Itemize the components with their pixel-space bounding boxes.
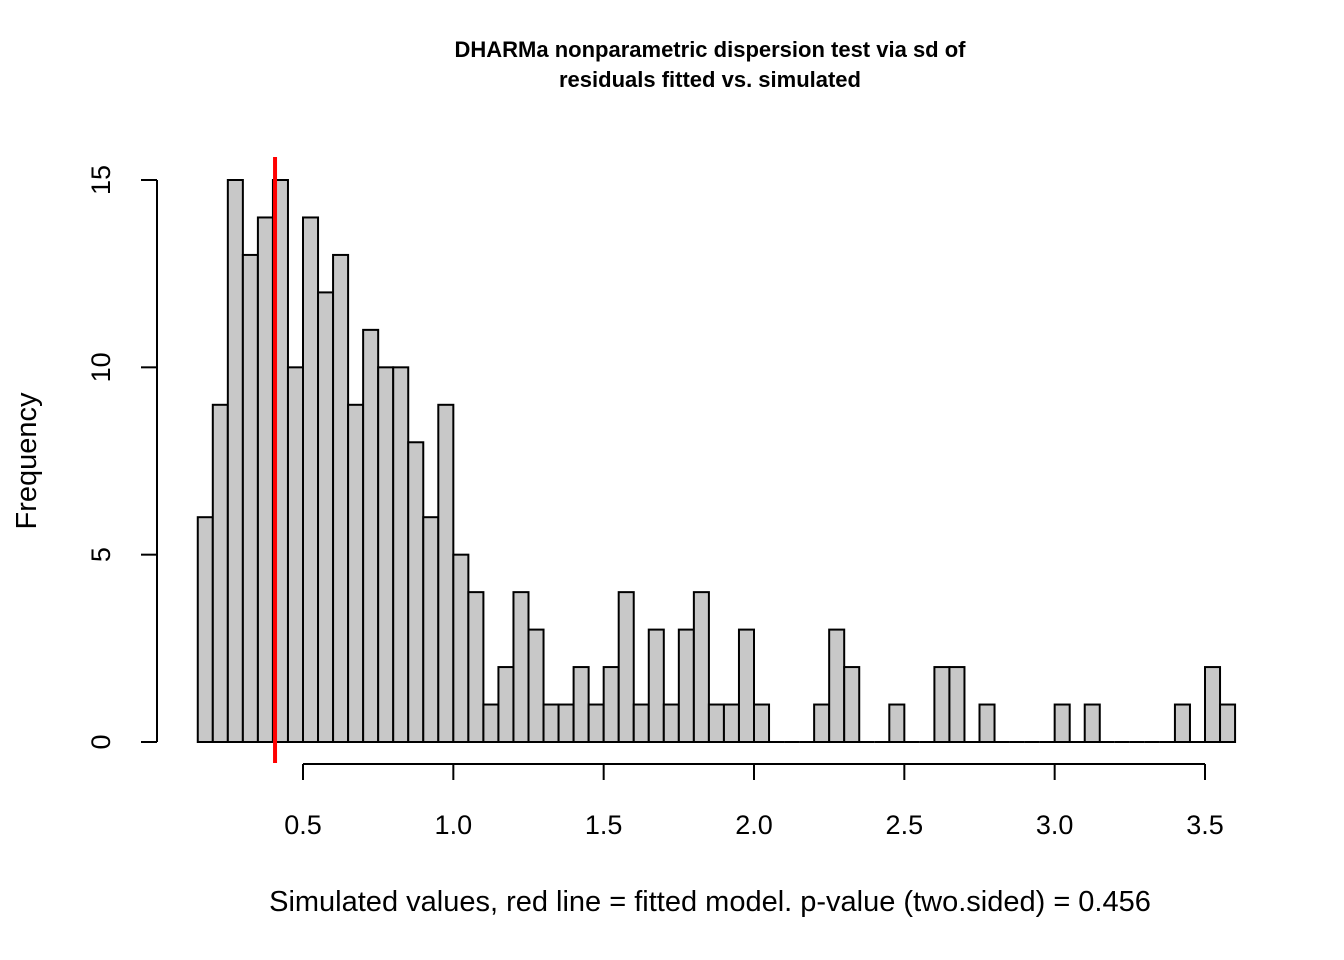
histogram-bar: [753, 703, 771, 743]
histogram-bar: [933, 666, 951, 743]
histogram-bar: [647, 628, 665, 743]
histogram-bar: [347, 403, 365, 743]
histogram-bar: [617, 591, 635, 744]
histogram-bar: [226, 179, 244, 743]
histogram-bar: [1083, 703, 1101, 743]
histogram-bar: [241, 253, 259, 744]
histogram-bar: [332, 253, 350, 744]
y-axis: 0 5 10 15: [86, 165, 158, 750]
x-tick-label: 1.0: [435, 810, 473, 840]
y-tick-label: 0: [86, 734, 116, 749]
histogram-bar: [302, 216, 320, 743]
histogram-bar: [1053, 703, 1071, 743]
histogram-bar: [437, 403, 455, 743]
y-tick-label: 5: [86, 547, 116, 562]
histogram-bar: [482, 703, 500, 743]
histogram-bar: [317, 291, 335, 743]
histogram-bar: [828, 628, 846, 743]
histogram-bar: [392, 366, 410, 743]
histogram-bar: [362, 328, 380, 743]
histogram-bar: [587, 703, 605, 743]
x-axis: 0.5 1.0 1.5 2.0 2.5 3.0 3.5: [284, 763, 1224, 840]
histogram-bar: [512, 591, 530, 744]
histogram-bar: [527, 628, 545, 743]
histogram-bar: [632, 703, 650, 743]
histogram-bar: [602, 666, 620, 743]
histogram-bar: [677, 628, 695, 743]
histogram-bar: [256, 216, 274, 743]
histogram-bar: [497, 666, 515, 743]
x-axis-label: Simulated values, red line = fitted mode…: [269, 886, 1151, 918]
histogram-bar: [1204, 666, 1222, 743]
histogram-bar: [422, 516, 440, 744]
histogram-bar: [948, 666, 966, 743]
x-tick-label: 3.0: [1036, 810, 1074, 840]
y-axis-label: Frequency: [11, 392, 43, 530]
chart-title-line-1: DHARMa nonparametric dispersion test via…: [455, 37, 967, 62]
histogram-bar: [662, 703, 680, 743]
x-tick-label: 2.0: [735, 810, 773, 840]
chart-title-line-2: residuals fitted vs. simulated: [559, 67, 861, 92]
x-tick-label: 3.5: [1186, 810, 1224, 840]
histogram-bar: [1219, 703, 1237, 743]
histogram-bar: [211, 403, 229, 743]
histogram-bar: [888, 703, 906, 743]
histogram-bar: [377, 366, 395, 743]
histogram-bar: [843, 666, 861, 743]
histogram-bar: [557, 703, 575, 743]
histogram-bars: [196, 179, 1237, 744]
histogram-bar: [813, 703, 831, 743]
x-tick-label: 1.5: [585, 810, 623, 840]
histogram-bar: [452, 553, 470, 744]
histogram-bar: [707, 703, 725, 743]
histogram-bar: [542, 703, 560, 743]
histogram-bar: [978, 703, 996, 743]
histogram-bar: [737, 628, 756, 743]
x-tick-label: 0.5: [284, 810, 322, 840]
y-tick-label: 15: [86, 165, 116, 195]
x-tick-label: 2.5: [886, 810, 924, 840]
histogram-bar: [407, 441, 425, 743]
histogram-bar: [1173, 703, 1191, 743]
histogram-bar: [722, 703, 740, 743]
histogram-bar: [286, 366, 305, 743]
y-tick-label: 10: [86, 352, 116, 382]
histogram-bar: [467, 591, 485, 744]
histogram-bar: [572, 666, 590, 743]
histogram-bar: [692, 591, 710, 744]
histogram-bar: [196, 516, 214, 744]
